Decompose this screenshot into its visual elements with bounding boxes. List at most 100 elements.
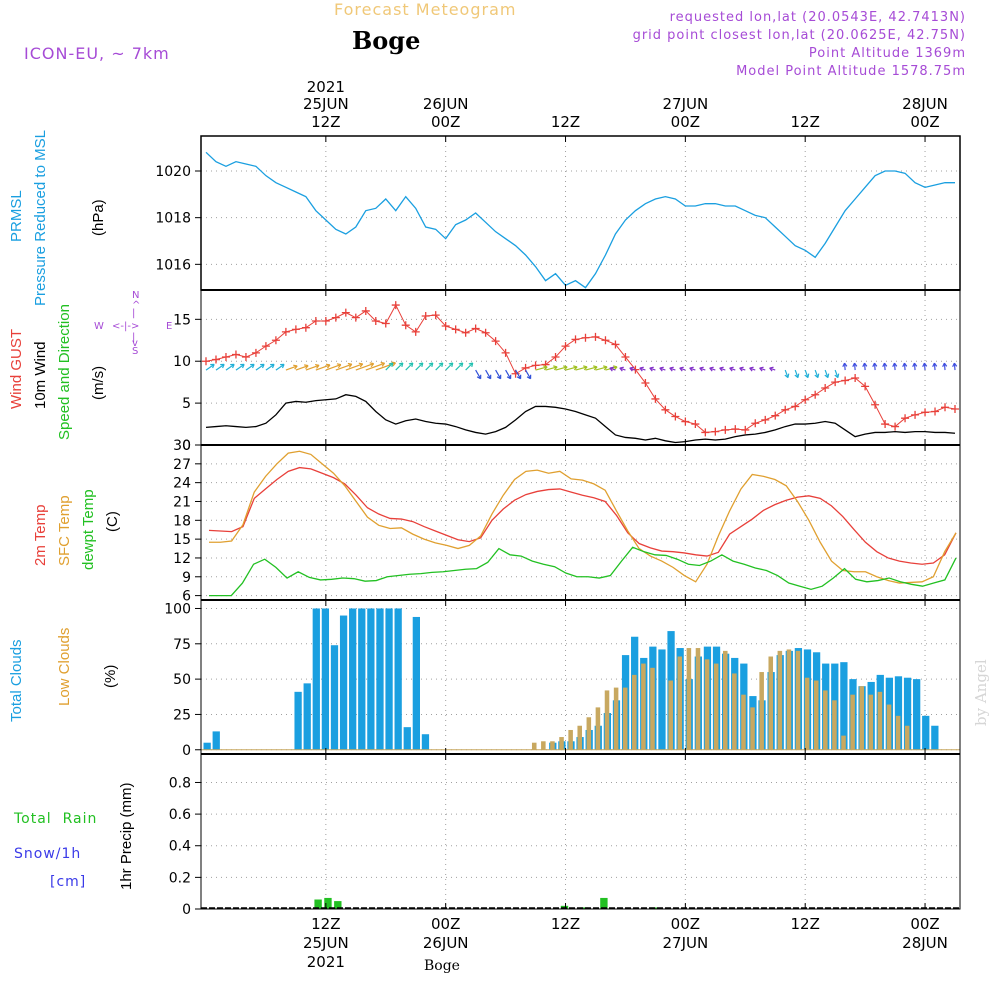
top-date-label: 28JUN <box>902 95 948 113</box>
wind-arrow <box>903 363 906 371</box>
gust-marker <box>221 353 230 362</box>
wind-arrow <box>814 369 819 378</box>
y-tick-label: 0 <box>182 438 191 454</box>
y-tick-label: 27 <box>173 457 191 473</box>
wind-arrow <box>585 366 598 371</box>
wind-arrow <box>235 363 245 371</box>
y-tick-label: 25 <box>173 707 191 723</box>
y-tick-label: 6 <box>182 589 191 605</box>
wind-arrow-head <box>689 366 694 372</box>
wind-arrow-head <box>759 366 764 372</box>
wind-arrow-head <box>603 365 608 371</box>
wind-arrow-head <box>639 366 644 372</box>
wind-arrow <box>545 366 558 371</box>
low-clouds-bar <box>541 741 546 750</box>
low-clouds-bar <box>750 707 755 750</box>
wind-arrow-head <box>862 362 868 367</box>
wind-arrow <box>475 369 482 380</box>
wind-arrow-head <box>609 366 614 372</box>
rain-bar <box>580 907 588 909</box>
wind-arrow-head <box>824 373 830 379</box>
low-clouds-bar <box>695 648 701 750</box>
wind-line <box>205 394 956 444</box>
total-clouds-bar <box>203 742 211 750</box>
wind-arrow <box>595 366 608 371</box>
bottom-date-label: 27JUN <box>663 934 709 952</box>
gust-marker <box>811 390 820 399</box>
wind-arrow <box>804 369 809 378</box>
rain-bar <box>600 897 608 909</box>
low-clouds-bar <box>850 694 855 750</box>
top-hour-label: 00Z <box>431 113 460 131</box>
wind-arrow <box>525 369 532 380</box>
low-clouds-bar <box>741 694 746 750</box>
low-clouds-bar <box>595 707 601 750</box>
wind-arrow <box>455 362 464 371</box>
panel-frame <box>200 135 961 291</box>
gust-marker <box>851 373 860 382</box>
gust-marker <box>641 379 650 387</box>
wind-arrow <box>265 363 275 371</box>
wind-arrow-head <box>872 362 878 367</box>
gust-marker <box>871 400 880 409</box>
gust-marker <box>441 322 450 331</box>
wind-arrow <box>834 369 839 378</box>
y-tick-label: 0 <box>182 743 191 759</box>
wind-arrow-head <box>325 363 331 369</box>
gust-marker <box>321 317 330 325</box>
total-clouds-bar <box>321 608 330 750</box>
wind-arrow <box>913 363 916 371</box>
gust-marker <box>701 428 710 437</box>
gust-marker <box>231 350 240 359</box>
wind-arrow <box>485 369 492 380</box>
wind-arrow-head <box>553 365 558 371</box>
wind-arrow <box>275 363 285 371</box>
low-clouds-bar <box>768 656 774 750</box>
wind-arrow-head <box>506 374 512 380</box>
low-clouds-bar <box>531 742 537 750</box>
wind-arrow-head <box>388 362 394 368</box>
wind-arrow-head <box>438 362 444 368</box>
top-hour-label: 12Z <box>551 113 580 131</box>
wind-arrow <box>575 366 588 371</box>
wind-arrow <box>794 369 799 378</box>
gust-marker <box>651 394 660 403</box>
gust-marker <box>531 361 540 370</box>
total-clouds-bar <box>913 679 921 750</box>
wind-arrow-head <box>669 366 674 372</box>
low-clouds-bar <box>795 650 801 750</box>
gust-marker <box>921 408 930 417</box>
gust-marker <box>751 419 760 428</box>
y-tick-label: 0.4 <box>169 839 191 855</box>
wind-arrow <box>863 363 866 371</box>
wind-arrow <box>205 363 215 371</box>
wind-arrow <box>255 363 265 371</box>
wind-arrow-head <box>593 365 598 371</box>
wind-arrow <box>853 363 856 371</box>
wind-arrow-head <box>543 365 548 371</box>
total-clouds-bar <box>349 608 357 750</box>
wind-arrow-head <box>739 366 744 372</box>
wind-arrow-head <box>230 363 235 369</box>
bottom-date-label: 26JUN <box>423 934 469 952</box>
wind-arrow-head <box>902 362 908 367</box>
gust-marker <box>891 422 900 431</box>
wind-arrow-head <box>458 362 464 368</box>
top-hour-label: 12Z <box>311 113 340 131</box>
requested-coords: requested lon,lat (20.0543E, 42.7413N) <box>669 10 966 25</box>
wind-arrow <box>335 363 353 371</box>
total-clouds-bar <box>412 616 420 750</box>
low-clouds-bar <box>732 673 737 750</box>
wind-arrow-head <box>882 362 888 367</box>
wind-arrow-head <box>347 362 353 368</box>
wind-arrow <box>465 362 474 371</box>
wind-arrow-head <box>932 362 938 367</box>
total-clouds-bar <box>931 725 939 750</box>
wind-arrow <box>315 364 331 371</box>
bottom-hour-label: 00Z <box>910 915 939 933</box>
t2m-line <box>208 466 957 565</box>
wind-arrow-head <box>834 373 840 379</box>
y-tick-label: 0.8 <box>169 775 191 791</box>
low-clouds-bar <box>559 737 564 750</box>
